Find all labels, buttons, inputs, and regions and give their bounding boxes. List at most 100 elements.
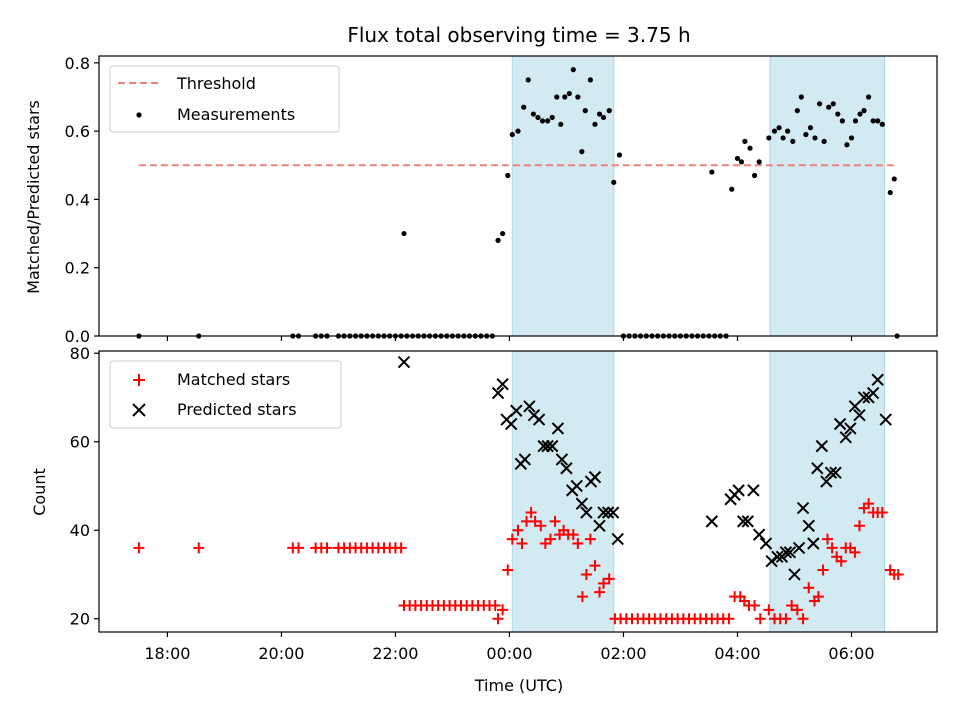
matched-star-point bbox=[529, 515, 541, 527]
measurement-point bbox=[812, 135, 818, 141]
measurements-legend-label: Measurements bbox=[177, 105, 295, 124]
top-y-tick-label: 0.2 bbox=[65, 259, 90, 278]
matched-star-point bbox=[133, 542, 145, 554]
measurement-point bbox=[887, 189, 893, 196]
top-y-axis-label: Matched/Predicted stars bbox=[24, 100, 43, 294]
predicted-star-point bbox=[593, 519, 606, 533]
measurement-point bbox=[505, 172, 511, 179]
bottom-x-ticks: 18:00 20:00 22:00 00:00 02:00 04:00 06:00 bbox=[144, 632, 875, 663]
matched-star-point bbox=[863, 498, 875, 510]
matched-star-point bbox=[594, 586, 606, 598]
measurement-point bbox=[596, 111, 603, 117]
predicted-stars-legend-label: Predicted stars bbox=[177, 400, 297, 419]
predicted-star-point bbox=[397, 355, 411, 369]
matched-star-point bbox=[589, 560, 601, 572]
measurement-point bbox=[844, 142, 850, 148]
measurement-point bbox=[839, 118, 845, 124]
predicted-star-point bbox=[518, 453, 532, 466]
predicted-star-point bbox=[560, 462, 573, 475]
measurement-point bbox=[771, 128, 778, 134]
predicted-star-point bbox=[575, 497, 589, 510]
matched-star-point bbox=[763, 604, 775, 616]
matched-star-point bbox=[780, 613, 792, 625]
measurement-point bbox=[495, 237, 501, 243]
measurement-point bbox=[848, 135, 855, 141]
predicted-star-point bbox=[580, 506, 593, 519]
x-tick-label: 02:00 bbox=[600, 644, 646, 663]
top-panel: 0.00.20.40.60.8 Matched/Predicted stars … bbox=[24, 54, 938, 346]
matched-star-point bbox=[321, 542, 333, 554]
measurement-point bbox=[780, 135, 786, 141]
matched-star-point bbox=[749, 599, 761, 611]
measurement-point bbox=[790, 138, 796, 144]
matched-star-point bbox=[797, 613, 809, 625]
predicted-star-point bbox=[824, 466, 838, 479]
shaded-region-top-1 bbox=[511, 55, 615, 337]
matched-star-point bbox=[598, 577, 610, 589]
measurement-point bbox=[554, 94, 560, 100]
matched-star-point bbox=[791, 604, 803, 616]
matched-star-point bbox=[512, 524, 524, 536]
shaded-region-bottom-1 bbox=[511, 350, 615, 633]
matched-star-point bbox=[535, 520, 547, 532]
x-tick-label: 06:00 bbox=[828, 644, 874, 663]
measurement-point bbox=[535, 114, 541, 121]
matched-star-point bbox=[876, 507, 888, 519]
measurement-point bbox=[539, 118, 546, 124]
top-shaded-regions bbox=[511, 55, 886, 337]
measurement-point bbox=[803, 131, 809, 138]
matched-star-point bbox=[723, 613, 735, 625]
measurement-point bbox=[794, 108, 800, 114]
measurement-point bbox=[500, 230, 506, 237]
measurement-point bbox=[816, 101, 823, 107]
predicted-star-point bbox=[570, 479, 583, 493]
predicted-stars-points bbox=[397, 355, 892, 581]
top-x-ticks bbox=[166, 336, 853, 341]
measurement-point bbox=[835, 111, 841, 117]
measurement-point bbox=[751, 172, 758, 179]
x-tick-label: 04:00 bbox=[714, 644, 760, 663]
x-tick-label: 22:00 bbox=[372, 644, 418, 663]
predicted-star-point bbox=[779, 546, 793, 559]
predicted-star-point bbox=[866, 386, 880, 400]
threshold-legend-label: Threshold bbox=[176, 74, 256, 93]
x-tick-label: 20:00 bbox=[258, 644, 304, 663]
measurement-point bbox=[852, 118, 859, 124]
predicted-star-point bbox=[879, 413, 892, 426]
predicted-star-point bbox=[736, 515, 750, 528]
measurement-point bbox=[611, 179, 617, 185]
predicted-star-point bbox=[747, 484, 760, 497]
measurement-point bbox=[807, 125, 814, 131]
bottom-axes-frame bbox=[98, 350, 938, 633]
measurement-point bbox=[747, 145, 753, 151]
measurement-point bbox=[606, 108, 612, 114]
measurement-point bbox=[857, 111, 863, 117]
measurement-point bbox=[709, 169, 715, 175]
predicted-star-point bbox=[871, 373, 884, 386]
matched-star-point bbox=[849, 546, 861, 558]
predicted-star-point bbox=[792, 541, 806, 555]
predicted-star-point bbox=[839, 431, 852, 444]
bottom-y-ticks: 20 40 60 80 bbox=[70, 344, 99, 629]
measurement-point bbox=[734, 155, 741, 162]
matched-star-point bbox=[803, 582, 815, 594]
measurement-point bbox=[566, 90, 572, 97]
matched-star-point bbox=[812, 591, 824, 603]
matched-star-point bbox=[293, 542, 305, 554]
predicted-star-point bbox=[771, 550, 784, 563]
predicted-star-point bbox=[802, 519, 815, 533]
measurement-point bbox=[891, 176, 897, 182]
top-y-tick-label: 0.8 bbox=[65, 54, 90, 73]
matched-star-point bbox=[567, 529, 579, 541]
predicted-star-point bbox=[829, 466, 842, 479]
predicted-star-point bbox=[783, 546, 797, 559]
top-legend-frame bbox=[109, 65, 340, 133]
predicted-stars-legend-marker bbox=[132, 403, 146, 417]
predicted-star-point bbox=[732, 484, 745, 497]
predicted-star-point bbox=[741, 515, 754, 528]
predicted-star-point bbox=[555, 453, 569, 466]
bottom-panel: 20 40 60 80 18:00 20:00 22:00 00:00 02:00 04:00 0… bbox=[30, 344, 938, 695]
matched-star-point bbox=[576, 591, 588, 603]
measurement-point bbox=[521, 104, 527, 110]
measurement-point bbox=[558, 121, 564, 127]
